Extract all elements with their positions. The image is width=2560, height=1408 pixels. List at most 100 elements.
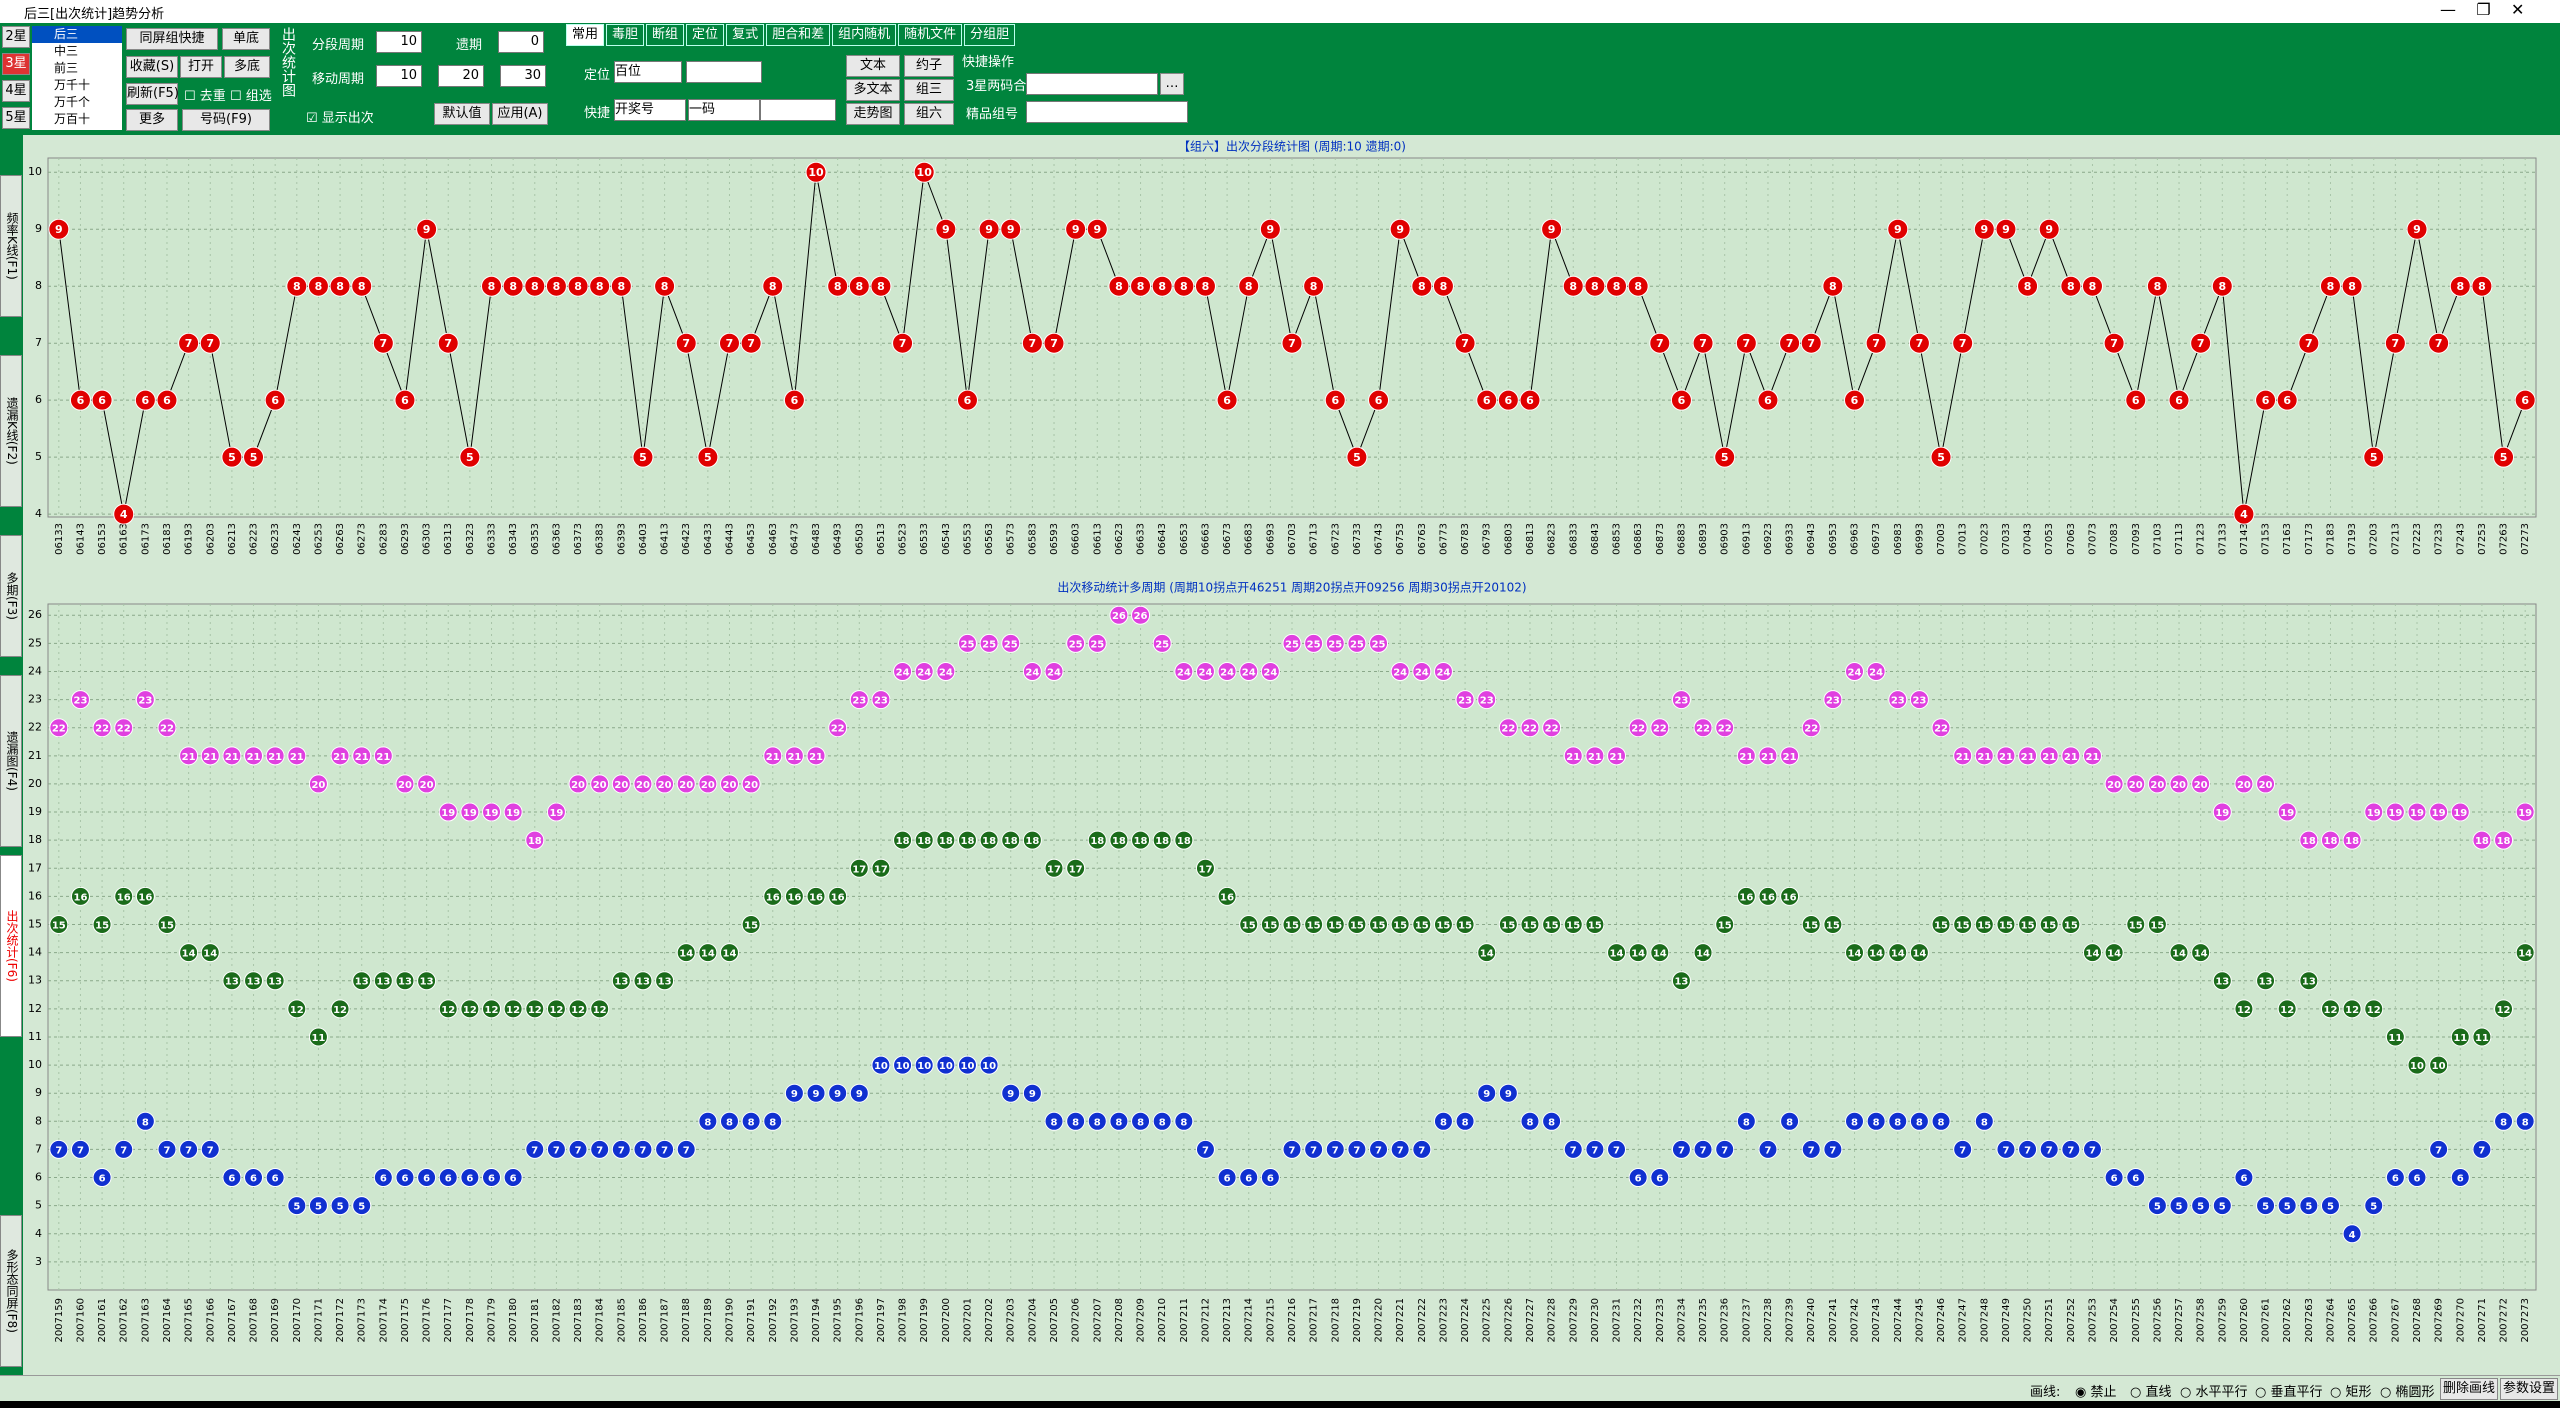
side-tab[interactable]: 多期(F3) [0, 535, 22, 657]
data-point [352, 971, 372, 991]
checkbox[interactable]: ☐ 组选 [230, 89, 272, 104]
radio[interactable]: ◉ 禁止 [2075, 1385, 2117, 1400]
data-label: 7 [1807, 337, 1815, 350]
data-point [2018, 746, 2038, 766]
data-label: 15 [1350, 921, 1364, 932]
side-tab[interactable]: 遗漏K线(F2) [0, 355, 22, 507]
data-point [892, 332, 914, 354]
list-item[interactable]: 前三 [54, 61, 79, 75]
position-list[interactable]: 后三 中三 前三 万千十 万千个 万百十 [32, 26, 122, 130]
data-point [2233, 503, 2255, 525]
spin-input[interactable]: 10 [376, 31, 422, 53]
dropdown[interactable]: 百位 [614, 61, 682, 83]
dropdown[interactable]: 开奖号 [614, 99, 686, 121]
x-tick-label: 06693 [1265, 523, 1276, 555]
tab[interactable]: 断组 [646, 24, 685, 46]
checkbox[interactable]: ☐ 去重 [184, 89, 226, 104]
data-label: 8 [1873, 1117, 1880, 1128]
x-tick-label: 2007198 [898, 1298, 909, 1343]
dropdown[interactable]: 一码 [688, 99, 760, 121]
tab[interactable]: 5星 [2, 107, 30, 129]
button[interactable]: 组三 [904, 79, 954, 101]
button[interactable]: 走势图 [846, 103, 900, 125]
data-label: 16 [766, 892, 780, 903]
button[interactable]: 约子 [904, 55, 954, 77]
spin-input[interactable]: 30 [500, 65, 546, 87]
list-item[interactable]: 万千十 [54, 78, 91, 92]
dropdown[interactable] [1026, 101, 1188, 123]
button[interactable]: 组六 [904, 103, 954, 125]
spin-input[interactable]: 10 [376, 65, 422, 87]
x-tick-label: 2007184 [595, 1298, 606, 1343]
data-point [179, 746, 199, 766]
radio[interactable]: ○ 直线 [2130, 1385, 2172, 1400]
x-tick-label: 06723 [1330, 523, 1341, 555]
list-item[interactable]: 万百十 [54, 112, 91, 126]
data-point [590, 999, 610, 1019]
radio[interactable]: ○ 矩形 [2330, 1385, 2372, 1400]
data-label: 8 [1613, 280, 1621, 293]
list-item[interactable]: 万千个 [54, 95, 91, 109]
button[interactable]: 参数设置 [2500, 1378, 2558, 1400]
label: 画线: [2030, 1385, 2061, 1400]
x-tick-label: 07273 [2520, 523, 2531, 555]
data-point [611, 1139, 631, 1159]
button[interactable]: … [1160, 73, 1184, 95]
window-controls[interactable]: — ❐ ✕ [2440, 0, 2525, 19]
dropdown[interactable] [1026, 73, 1158, 95]
button[interactable]: 刷新(F5) [126, 83, 179, 105]
radio[interactable]: ○ 水平平行 [2180, 1385, 2248, 1400]
tab[interactable]: 复式 [726, 24, 765, 46]
data-point [1087, 1111, 1107, 1131]
tab[interactable]: 定位 [686, 24, 725, 46]
tab[interactable]: 毒胆 [606, 24, 645, 46]
x-tick-label: 2007203 [1006, 1298, 1017, 1343]
data-point [762, 275, 784, 297]
button[interactable]: 同屏组快捷 [126, 28, 218, 50]
button[interactable]: 更多 [126, 109, 178, 131]
tab[interactable]: 分组胆 [964, 24, 1016, 46]
y-tick-label: 18 [28, 833, 42, 846]
button[interactable]: 删除画线 [2440, 1378, 2498, 1400]
data-label: 8 [1526, 1117, 1533, 1128]
side-tab[interactable]: 多形态同屏(F8) [0, 1215, 22, 1367]
tab[interactable]: 3星 [2, 53, 30, 75]
data-point [1845, 943, 1865, 963]
data-label: 9 [423, 223, 431, 236]
data-label: 23 [852, 696, 866, 707]
button[interactable]: 收藏(S) [126, 56, 178, 78]
button[interactable]: 号码(F9) [182, 109, 270, 131]
side-tab[interactable]: 遗漏图(F4) [0, 675, 22, 847]
button[interactable]: 单底 [222, 28, 270, 50]
checkbox[interactable]: ☑ 显示出次 [306, 111, 374, 126]
dropdown[interactable] [760, 99, 836, 121]
button[interactable]: 文本 [846, 55, 900, 77]
tab[interactable]: 常用 [566, 24, 605, 46]
data-label: 7 [1461, 337, 1469, 350]
side-tab[interactable]: 出次统计(F6) [0, 855, 22, 1037]
button[interactable]: 应用(A) [492, 103, 548, 125]
data-label: 7 [55, 1145, 62, 1156]
tab[interactable]: 随机文件 [898, 24, 963, 46]
radio[interactable]: ○ 椭圆形 [2380, 1385, 2435, 1400]
list-item[interactable]: 后三 [32, 26, 122, 43]
x-tick-label: 07213 [2390, 523, 2401, 555]
side-tab[interactable]: 频率K线(F1) [0, 175, 22, 317]
radio[interactable]: ○ 垂直平行 [2255, 1385, 2323, 1400]
button[interactable]: 多底 [224, 56, 270, 78]
button[interactable]: 默认值 [434, 103, 490, 125]
x-tick-label: 06763 [1417, 523, 1428, 555]
spin-input[interactable]: 0 [498, 31, 544, 53]
tab[interactable]: 2星 [2, 26, 30, 48]
data-label: 21 [203, 752, 217, 763]
spin-input[interactable]: 20 [438, 65, 484, 87]
button[interactable]: 多文本 [846, 79, 900, 101]
tab[interactable]: 4星 [2, 80, 30, 102]
dropdown[interactable] [686, 61, 762, 83]
tab[interactable]: 组内随机 [832, 24, 897, 46]
data-point [2169, 1196, 2189, 1216]
tab[interactable]: 胆合和差 [766, 24, 831, 46]
list-item[interactable]: 中三 [54, 44, 79, 58]
data-label: 7 [575, 1145, 582, 1156]
button[interactable]: 打开 [180, 56, 222, 78]
